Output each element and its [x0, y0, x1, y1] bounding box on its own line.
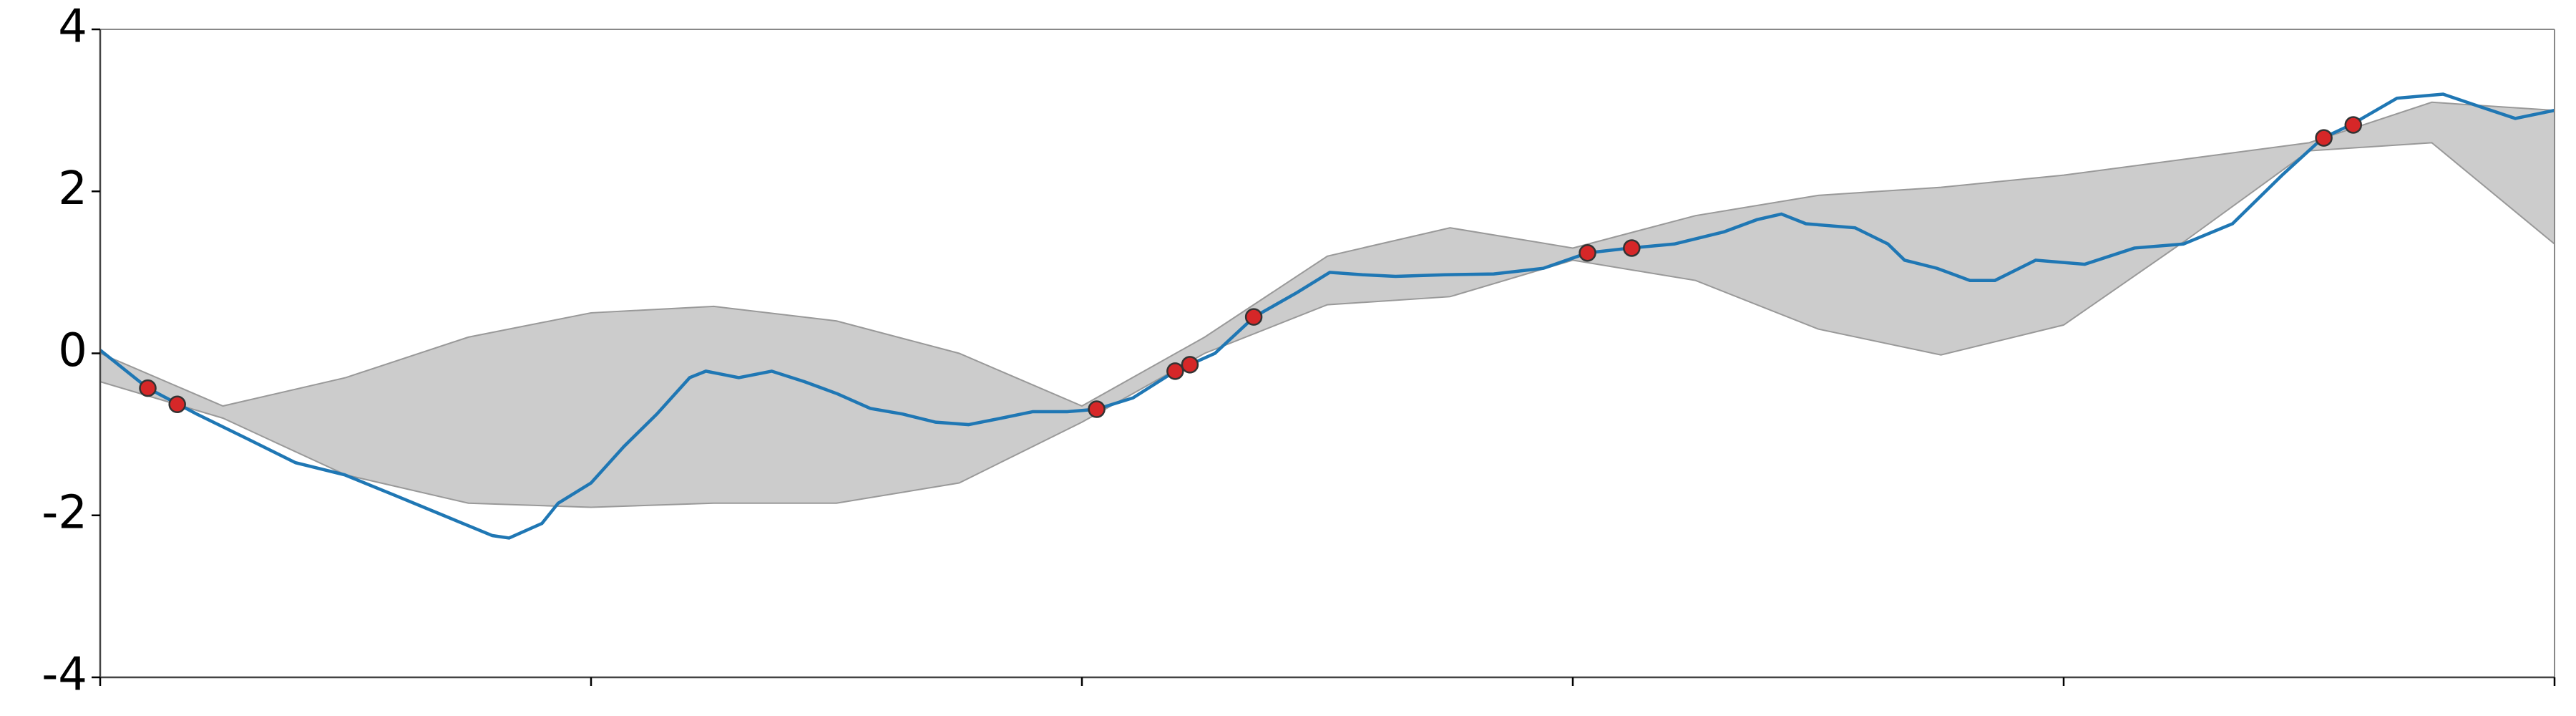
y-tick-label: -2 [42, 486, 87, 539]
observation-point [1623, 239, 1641, 257]
observation-point [2315, 129, 2333, 147]
observation-point [1088, 400, 1106, 418]
y-tick-label: -4 [42, 649, 87, 702]
observation-point [139, 379, 157, 397]
y-tick-label: 0 [58, 324, 87, 377]
observation-point [2344, 116, 2362, 134]
observation-point [1181, 356, 1199, 374]
y-tick-label: 4 [58, 1, 87, 54]
observation-point [1166, 362, 1184, 380]
confidence-band [99, 101, 2555, 508]
y-tick-label: 2 [58, 163, 87, 216]
observation-point [1244, 308, 1263, 326]
observation-point [1579, 243, 1596, 262]
observation-point [168, 395, 186, 414]
sample-line [99, 92, 2555, 540]
